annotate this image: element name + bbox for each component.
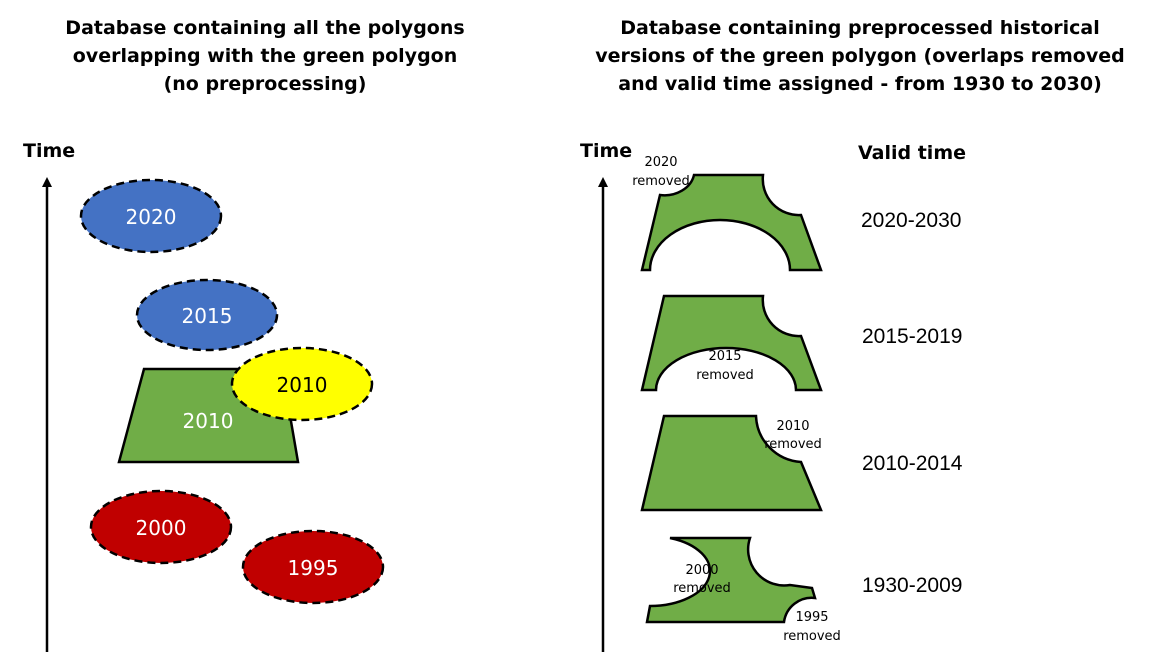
removed-note-2010-year: 2010 bbox=[776, 419, 809, 434]
green-polygon-version-2015-2019 bbox=[640, 294, 823, 392]
polygon-2000-ellipse bbox=[89, 489, 233, 565]
valid-time-range-2020-2030: 2020-2030 bbox=[861, 209, 962, 232]
removed-note-2000-word: removed bbox=[673, 581, 731, 596]
green-polygon-2010-label: 2010 bbox=[183, 409, 234, 433]
polygon-2020-ellipse bbox=[79, 178, 223, 254]
polygon-2010-yellow-label: 2010 bbox=[277, 373, 328, 397]
green-polygon-version-2010-2014 bbox=[640, 414, 823, 512]
polygon-1995-ellipse bbox=[241, 529, 385, 605]
removed-note-2020-year: 2020 bbox=[644, 155, 677, 170]
removed-note-2015-year: 2015 bbox=[708, 349, 741, 364]
removed-note-2020-word: removed bbox=[632, 174, 690, 189]
valid-time-range-1930-2009: 1930-2009 bbox=[862, 574, 963, 597]
polygon-2015-label: 2015 bbox=[182, 304, 233, 328]
green-polygon-version-2020-2030 bbox=[640, 173, 823, 272]
removed-note-2000-year: 2000 bbox=[685, 563, 718, 578]
left-panel-title: Database containing all the polygons ove… bbox=[65, 17, 465, 95]
polygon-1995-label: 1995 bbox=[288, 556, 339, 580]
right-time-axis-label: Time bbox=[580, 140, 633, 162]
right-panel-title: Database containing preprocessed histori… bbox=[595, 17, 1125, 95]
polygon-2015-ellipse bbox=[135, 278, 279, 352]
removed-note-1995-word: removed bbox=[783, 629, 841, 644]
polygon-2020-label: 2020 bbox=[126, 205, 177, 229]
valid-time-range-2015-2019: 2015-2019 bbox=[862, 325, 963, 348]
removed-note-2010-word: removed bbox=[764, 437, 822, 452]
valid-time-header: Valid time bbox=[858, 142, 967, 164]
green-polygon-version-1930-2009 bbox=[645, 536, 817, 624]
left-time-axis-label: Time bbox=[23, 140, 76, 162]
removed-note-2015-word: removed bbox=[696, 368, 754, 383]
removed-note-1995-year: 1995 bbox=[795, 610, 828, 625]
polygon-2010-ellipse bbox=[230, 346, 374, 422]
polygon-2000-label: 2000 bbox=[136, 516, 187, 540]
valid-time-range-2010-2014: 2010-2014 bbox=[862, 452, 963, 475]
